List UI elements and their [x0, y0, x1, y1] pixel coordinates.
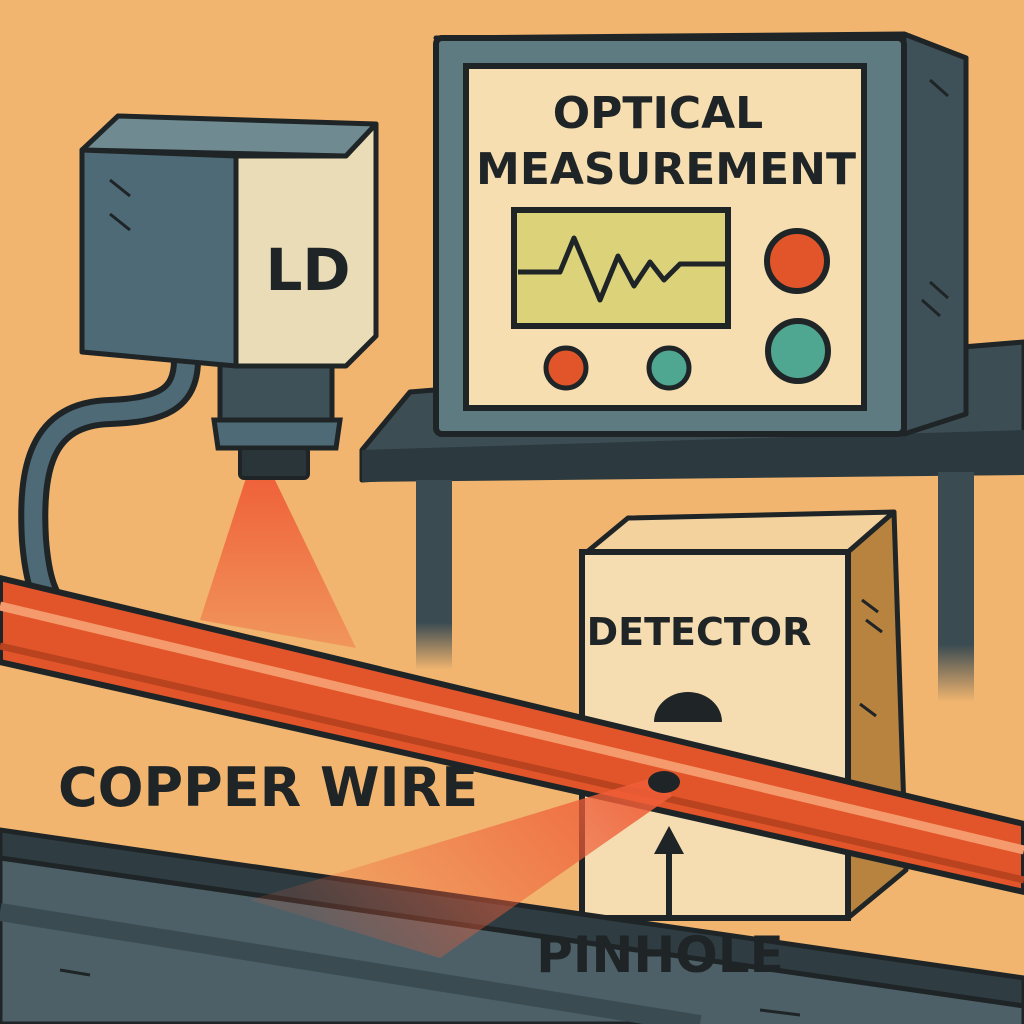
arrow-up-icon: [654, 826, 684, 918]
instrument-title-line2: MEASUREMENT: [476, 144, 856, 195]
knob-teal-large: [765, 318, 831, 384]
laser-diode-icon: LD: [79, 113, 379, 480]
knob-teal-small: [646, 345, 692, 391]
oscilloscope-icon: [511, 207, 731, 329]
detector-aperture: [654, 692, 722, 722]
knob-red-large: [764, 228, 830, 294]
instrument-title-line1: OPTICAL: [553, 88, 763, 139]
table-leg-right: [938, 472, 974, 702]
detector-label: DETECTOR: [587, 610, 812, 654]
ld-label: LD: [265, 236, 350, 304]
laser-beam-scattered: [250, 776, 672, 958]
copper-wire: [0, 575, 1024, 895]
foreground-bench: [0, 827, 1024, 1024]
pinhole-icon: [648, 771, 680, 793]
knob-red-small: [543, 345, 589, 391]
laser-beam-incident: [200, 478, 356, 648]
copper-wire-label: COPPER WIRE: [58, 756, 478, 819]
table-leg-left: [416, 480, 452, 670]
optical-measurement-instrument: OPTICAL MEASUREMENT: [433, 31, 969, 437]
pinhole-label: PINHOLE: [536, 926, 783, 984]
